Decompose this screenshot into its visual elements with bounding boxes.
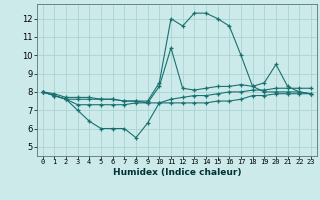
X-axis label: Humidex (Indice chaleur): Humidex (Indice chaleur) [113,168,241,177]
